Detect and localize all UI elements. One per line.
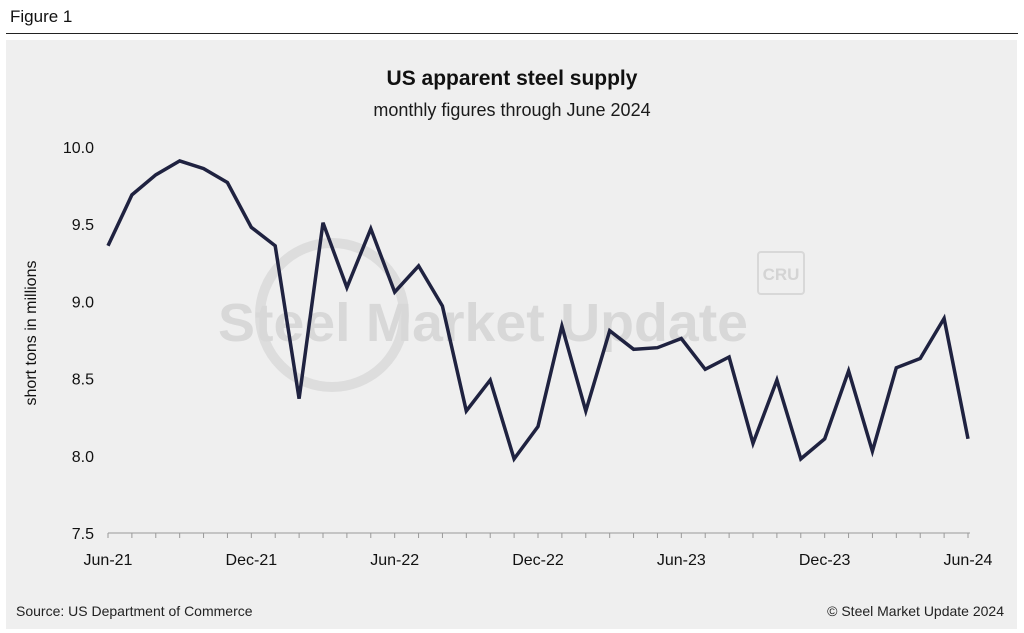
copyright-note: © Steel Market Update 2024 — [827, 603, 1004, 619]
cru-logo-text: CRU — [763, 265, 800, 284]
series-group — [106, 158, 970, 463]
chart-title: US apparent steel supply — [386, 67, 638, 90]
watermark: Steel Market Update CRU — [218, 238, 805, 392]
y-tick-label: 9.5 — [72, 217, 94, 234]
x-tick-label: Dec-21 — [226, 552, 278, 569]
y-tick-label: 8.5 — [72, 372, 94, 389]
x-tick-label: Jun-23 — [657, 552, 706, 569]
cru-logo-box — [757, 251, 805, 295]
source-note: Source: US Department of Commerce — [16, 603, 253, 619]
y-axis-label: short tons in millions — [23, 261, 40, 406]
x-tick-label: Jun-21 — [84, 552, 133, 569]
x-tick-label: Dec-23 — [799, 552, 851, 569]
chart-panel — [6, 40, 1017, 629]
chart-subtitle: monthly figures through June 2024 — [373, 100, 651, 120]
x-ticks: Jun-21 Dec-21 Jun-22 Dec-22 Jun-23 Dec-23 Jun-… — [84, 533, 993, 569]
y-tick-label: 9.0 — [72, 294, 94, 311]
x-tick-label: Jun-24 — [944, 552, 993, 569]
figure-label: Figure 1 — [10, 7, 73, 26]
top-rule — [6, 33, 1018, 34]
y-tick-label: 8.0 — [72, 449, 94, 466]
x-tick-label: Dec-22 — [512, 552, 564, 569]
series-line — [106, 158, 970, 463]
x-tick-label: Jun-22 — [370, 552, 419, 569]
y-tick-label: 7.5 — [72, 526, 94, 543]
y-tick-labels: 10.0 9.5 9.0 8.5 8.0 7.5 — [63, 140, 94, 543]
y-tick-label: 10.0 — [63, 140, 94, 157]
